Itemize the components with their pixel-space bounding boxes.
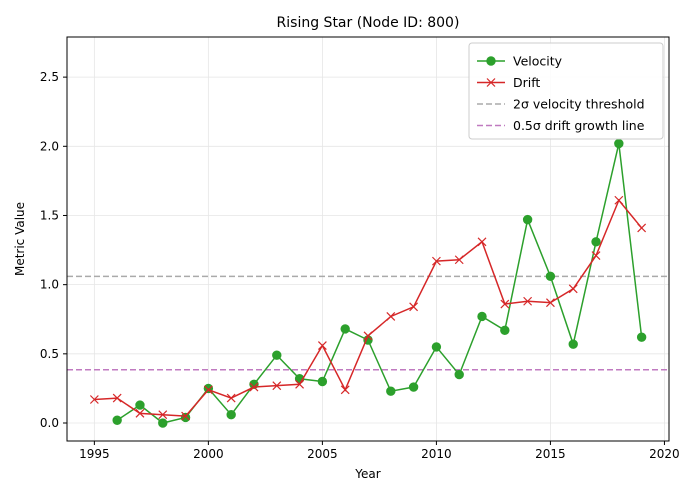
x-axis: 1995 2000 2005 2010 2015 2020 xyxy=(79,441,680,461)
data-point xyxy=(486,56,496,66)
data-point xyxy=(89,395,99,404)
data-point xyxy=(226,393,236,403)
data-point xyxy=(112,415,122,425)
data-point xyxy=(477,237,487,247)
legend: Velocity Drift 2σ velocity threshold 0.5σ d… xyxy=(468,42,664,140)
data-point xyxy=(112,393,122,403)
data-point xyxy=(431,342,442,352)
y-axis-label: Metric Value xyxy=(13,202,27,276)
data-point xyxy=(158,418,168,428)
data-point xyxy=(249,382,259,392)
legend-label: Drift xyxy=(513,75,540,90)
grid xyxy=(67,37,669,441)
legend-box xyxy=(468,42,664,140)
data-point xyxy=(591,251,601,261)
data-point xyxy=(135,408,145,418)
x-tick-label: 2000 xyxy=(193,447,224,461)
data-point xyxy=(317,376,328,387)
data-point xyxy=(135,400,145,410)
chart-title: Rising Star (Node ID: 800) xyxy=(277,15,460,31)
data-point xyxy=(180,412,191,423)
data-point xyxy=(340,324,350,334)
data-point xyxy=(568,284,578,294)
data-point xyxy=(522,214,533,225)
y-tick-label: 2.0 xyxy=(40,139,59,153)
data-point xyxy=(591,237,601,247)
data-point xyxy=(545,271,556,282)
plot-frame xyxy=(66,36,670,442)
data-point xyxy=(614,138,624,149)
y-tick-label: 0.5 xyxy=(40,347,59,361)
reference-lines xyxy=(67,275,669,371)
data-point xyxy=(386,312,396,321)
data-point xyxy=(409,302,419,312)
data-point xyxy=(614,195,624,205)
x-tick-label: 1995 xyxy=(79,447,110,461)
data-point xyxy=(158,410,168,420)
data-point xyxy=(431,256,441,266)
legend-entry: Drift xyxy=(477,75,540,90)
x-tick-label: 2010 xyxy=(421,447,452,461)
legend-entry: 2σ velocity threshold xyxy=(477,97,645,112)
data-point xyxy=(363,331,373,341)
y-tick-label: 1.5 xyxy=(40,208,59,222)
y-tick-label: 2.5 xyxy=(40,70,59,84)
data-point xyxy=(486,78,496,87)
data-point xyxy=(477,311,487,322)
data-point xyxy=(568,339,578,349)
y-axis: 0.0 0.5 1.0 1.5 2.0 2.5 xyxy=(40,70,67,430)
legend-entry: Velocity xyxy=(477,54,563,69)
data-point xyxy=(272,381,282,391)
x-tick-label: 2020 xyxy=(649,447,680,461)
data-point xyxy=(386,386,396,396)
legend-label: 2σ velocity threshold xyxy=(513,97,645,112)
x-tick-label: 2005 xyxy=(307,447,338,461)
data-point xyxy=(545,298,555,308)
data-point xyxy=(523,296,533,306)
data-point xyxy=(340,385,350,395)
series-layer xyxy=(89,138,647,428)
data-point xyxy=(637,223,647,233)
legend-label: 0.5σ drift growth line xyxy=(513,118,645,133)
data-point xyxy=(500,325,510,336)
data-point xyxy=(500,299,510,309)
data-point xyxy=(295,379,305,389)
data-point xyxy=(454,369,464,380)
data-point xyxy=(454,255,464,265)
data-point xyxy=(636,332,647,342)
data-point xyxy=(317,341,327,350)
x-axis-label: Year xyxy=(354,467,380,481)
data-point xyxy=(408,382,419,392)
data-point xyxy=(272,350,282,360)
y-tick-label: 0.0 xyxy=(40,416,59,430)
data-point xyxy=(181,411,191,421)
legend-entry: 0.5σ drift growth line xyxy=(477,118,645,133)
series-drift xyxy=(89,195,647,421)
y-tick-label: 1.0 xyxy=(40,278,59,292)
data-point xyxy=(226,410,236,420)
data-point xyxy=(203,385,213,395)
x-tick-label: 2015 xyxy=(535,447,566,461)
legend-label: Velocity xyxy=(513,54,563,69)
